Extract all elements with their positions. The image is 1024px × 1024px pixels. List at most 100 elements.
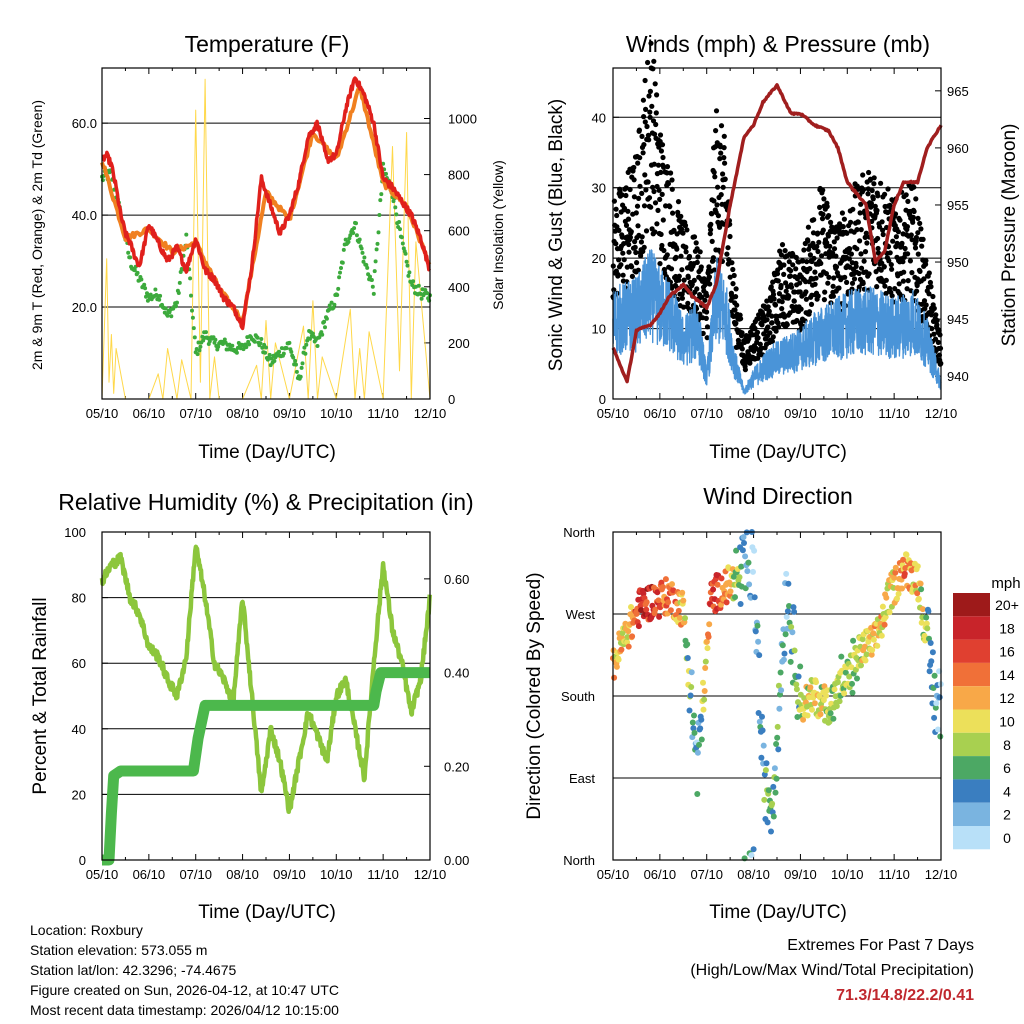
dewpoint-point xyxy=(315,344,320,348)
gust-point xyxy=(861,258,867,264)
gust-point xyxy=(731,272,737,279)
dewpoint-point xyxy=(291,355,296,360)
gust-point xyxy=(639,190,645,196)
y-right-tick-label: 0.40 xyxy=(444,666,469,681)
dewpoint-point xyxy=(425,291,430,296)
y-tick-label: 40.0 xyxy=(72,208,97,223)
gust-point xyxy=(854,227,860,233)
direction-point xyxy=(874,642,881,649)
direction-point xyxy=(932,704,939,711)
direction-point xyxy=(718,575,725,582)
dewpoint-point xyxy=(169,314,174,319)
direction-point xyxy=(841,690,848,697)
gust-point xyxy=(654,92,660,98)
gust-point xyxy=(669,177,675,183)
gust-point xyxy=(631,164,637,171)
gust-point xyxy=(896,281,902,287)
gust-point xyxy=(812,269,818,275)
dewpoint-point xyxy=(327,303,332,308)
gust-point xyxy=(784,322,790,328)
gust-point xyxy=(708,221,714,227)
direction-point xyxy=(765,787,772,794)
gust-point xyxy=(775,278,781,284)
y-right-tick-label: 0.20 xyxy=(444,759,469,774)
wind-direction-xlabel: Time (Day/UTC) xyxy=(709,902,847,923)
direction-point xyxy=(899,585,905,592)
direction-point xyxy=(773,741,780,747)
x-tick-label: 06/10 xyxy=(133,867,166,882)
x-tick-label: 11/10 xyxy=(367,406,399,421)
gust-point xyxy=(700,330,706,336)
direction-point xyxy=(833,703,840,710)
gust-point xyxy=(927,279,934,286)
direction-point xyxy=(778,687,785,694)
direction-point xyxy=(793,681,800,688)
x-tick-label: 06/10 xyxy=(644,406,677,421)
y-right-tick-label: 800 xyxy=(448,168,470,183)
gust-point xyxy=(685,274,691,280)
direction-point xyxy=(774,723,781,730)
gust-point xyxy=(860,172,866,178)
gust-point xyxy=(830,293,837,299)
gust-point xyxy=(614,212,620,219)
gust-point xyxy=(862,249,869,255)
dewpoint-point xyxy=(336,286,341,291)
direction-point xyxy=(763,760,770,767)
y-tick-label: East xyxy=(569,771,595,786)
direction-point xyxy=(903,551,910,558)
gust-point xyxy=(632,244,638,250)
direction-point xyxy=(701,696,708,703)
gust-point xyxy=(846,256,853,262)
dewpoint-point xyxy=(340,260,345,265)
gust-point xyxy=(808,301,815,307)
gust-point xyxy=(673,254,679,260)
gust-point xyxy=(683,249,689,255)
dewpoint-point xyxy=(158,293,163,298)
x-tick-label: 10/10 xyxy=(831,867,864,882)
gust-point xyxy=(635,267,641,273)
gust-point xyxy=(921,276,927,282)
dewpoint-point xyxy=(277,349,282,354)
dewpoint-point xyxy=(360,250,365,255)
gust-point xyxy=(717,224,723,230)
direction-point xyxy=(924,625,931,632)
gust-point xyxy=(704,293,710,299)
dewpoint-point xyxy=(331,305,336,310)
gust-point xyxy=(805,238,811,244)
dewpoint-point xyxy=(176,291,181,295)
gust-point xyxy=(820,211,826,217)
gust-point xyxy=(919,243,925,249)
dewpoint-point xyxy=(195,352,200,357)
gust-point xyxy=(765,304,771,310)
gust-point xyxy=(671,227,677,233)
gust-point xyxy=(641,203,648,209)
direction-point xyxy=(698,736,705,743)
dewpoint-point xyxy=(139,277,144,282)
y-tick-label: 0 xyxy=(599,392,606,407)
direction-point xyxy=(656,613,663,620)
colorbar-label: 12 xyxy=(999,690,1015,706)
gust-point xyxy=(628,229,634,235)
direction-point xyxy=(846,673,853,680)
gust-point xyxy=(640,97,647,103)
direction-point xyxy=(739,547,746,554)
direction-point xyxy=(894,595,900,602)
x-tick-label: 12/10 xyxy=(925,406,958,421)
x-tick-label: 06/10 xyxy=(133,406,166,421)
colorbar-label: 20+ xyxy=(995,597,1019,613)
gust-point xyxy=(665,181,672,187)
dewpoint-point xyxy=(153,287,158,292)
direction-point xyxy=(697,725,704,732)
gust-point xyxy=(811,217,817,223)
direction-point xyxy=(788,624,795,630)
gust-point xyxy=(899,240,905,246)
gust-point xyxy=(822,289,828,295)
gust-point xyxy=(768,284,774,290)
gust-point xyxy=(619,192,625,198)
gust-point xyxy=(866,169,872,176)
y-tick-label: South xyxy=(561,689,595,704)
station-info: Location: Roxbury Station elevation: 573… xyxy=(30,920,339,1020)
gust-point xyxy=(641,142,647,148)
gust-point xyxy=(923,302,929,308)
gust-point xyxy=(669,285,675,291)
